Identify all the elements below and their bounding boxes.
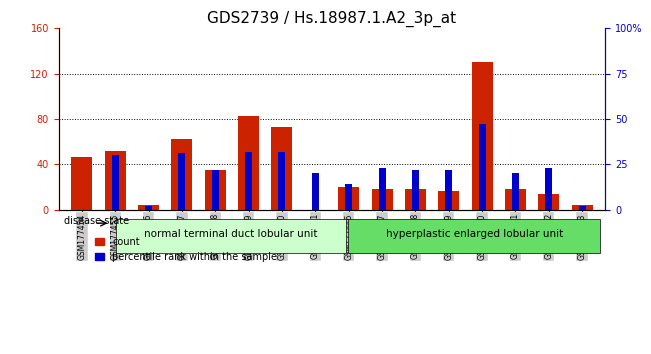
Bar <box>171 139 193 210</box>
FancyBboxPatch shape <box>348 219 600 253</box>
Bar <box>471 62 493 210</box>
Bar <box>105 151 126 210</box>
Text: normal terminal duct lobular unit: normal terminal duct lobular unit <box>144 229 318 240</box>
Bar <box>505 189 526 210</box>
Bar <box>546 168 552 210</box>
Bar <box>579 206 586 210</box>
Bar <box>572 205 592 210</box>
Text: GSM177452: GSM177452 <box>544 213 553 259</box>
Bar <box>412 170 419 210</box>
Text: GSM177446: GSM177446 <box>344 213 353 259</box>
Text: GSM177447: GSM177447 <box>378 213 387 259</box>
Bar <box>405 189 426 210</box>
Bar <box>212 170 219 210</box>
Bar <box>378 168 385 210</box>
Text: GSM177453: GSM177453 <box>577 213 587 259</box>
Text: GSM177455: GSM177455 <box>111 213 120 259</box>
Bar <box>238 115 259 210</box>
Bar <box>438 192 459 210</box>
FancyBboxPatch shape <box>116 219 346 253</box>
Text: GSM177448: GSM177448 <box>411 213 420 259</box>
Text: GSM177449: GSM177449 <box>444 213 453 259</box>
Text: GSM177451: GSM177451 <box>511 213 520 259</box>
Bar <box>478 124 486 210</box>
Bar <box>372 189 393 210</box>
Bar <box>445 170 452 210</box>
Text: GSM177457: GSM177457 <box>178 213 186 259</box>
Text: disease state: disease state <box>64 216 129 226</box>
Bar <box>145 206 152 210</box>
Text: GSM177454: GSM177454 <box>77 213 87 259</box>
Bar <box>312 173 319 210</box>
Text: GSM177450: GSM177450 <box>478 213 486 259</box>
Legend: count, percentile rank within the sample: count, percentile rank within the sample <box>90 233 281 266</box>
Bar <box>538 194 559 210</box>
Text: GSM177460: GSM177460 <box>277 213 286 259</box>
Bar <box>72 158 92 210</box>
Bar <box>345 184 352 210</box>
Text: GSM177456: GSM177456 <box>144 213 153 259</box>
Bar <box>279 152 286 210</box>
Text: GSM177459: GSM177459 <box>244 213 253 259</box>
Text: GSM177461: GSM177461 <box>311 213 320 259</box>
Text: hyperplastic enlarged lobular unit: hyperplastic enlarged lobular unit <box>385 229 563 240</box>
Bar <box>205 170 226 210</box>
Text: GSM177458: GSM177458 <box>211 213 220 259</box>
Bar <box>338 187 359 210</box>
Bar <box>271 127 292 210</box>
Bar <box>112 155 118 210</box>
Bar <box>512 173 519 210</box>
Bar <box>245 152 252 210</box>
Bar <box>138 205 159 210</box>
Title: GDS2739 / Hs.18987.1.A2_3p_at: GDS2739 / Hs.18987.1.A2_3p_at <box>208 11 456 27</box>
Bar <box>178 153 186 210</box>
